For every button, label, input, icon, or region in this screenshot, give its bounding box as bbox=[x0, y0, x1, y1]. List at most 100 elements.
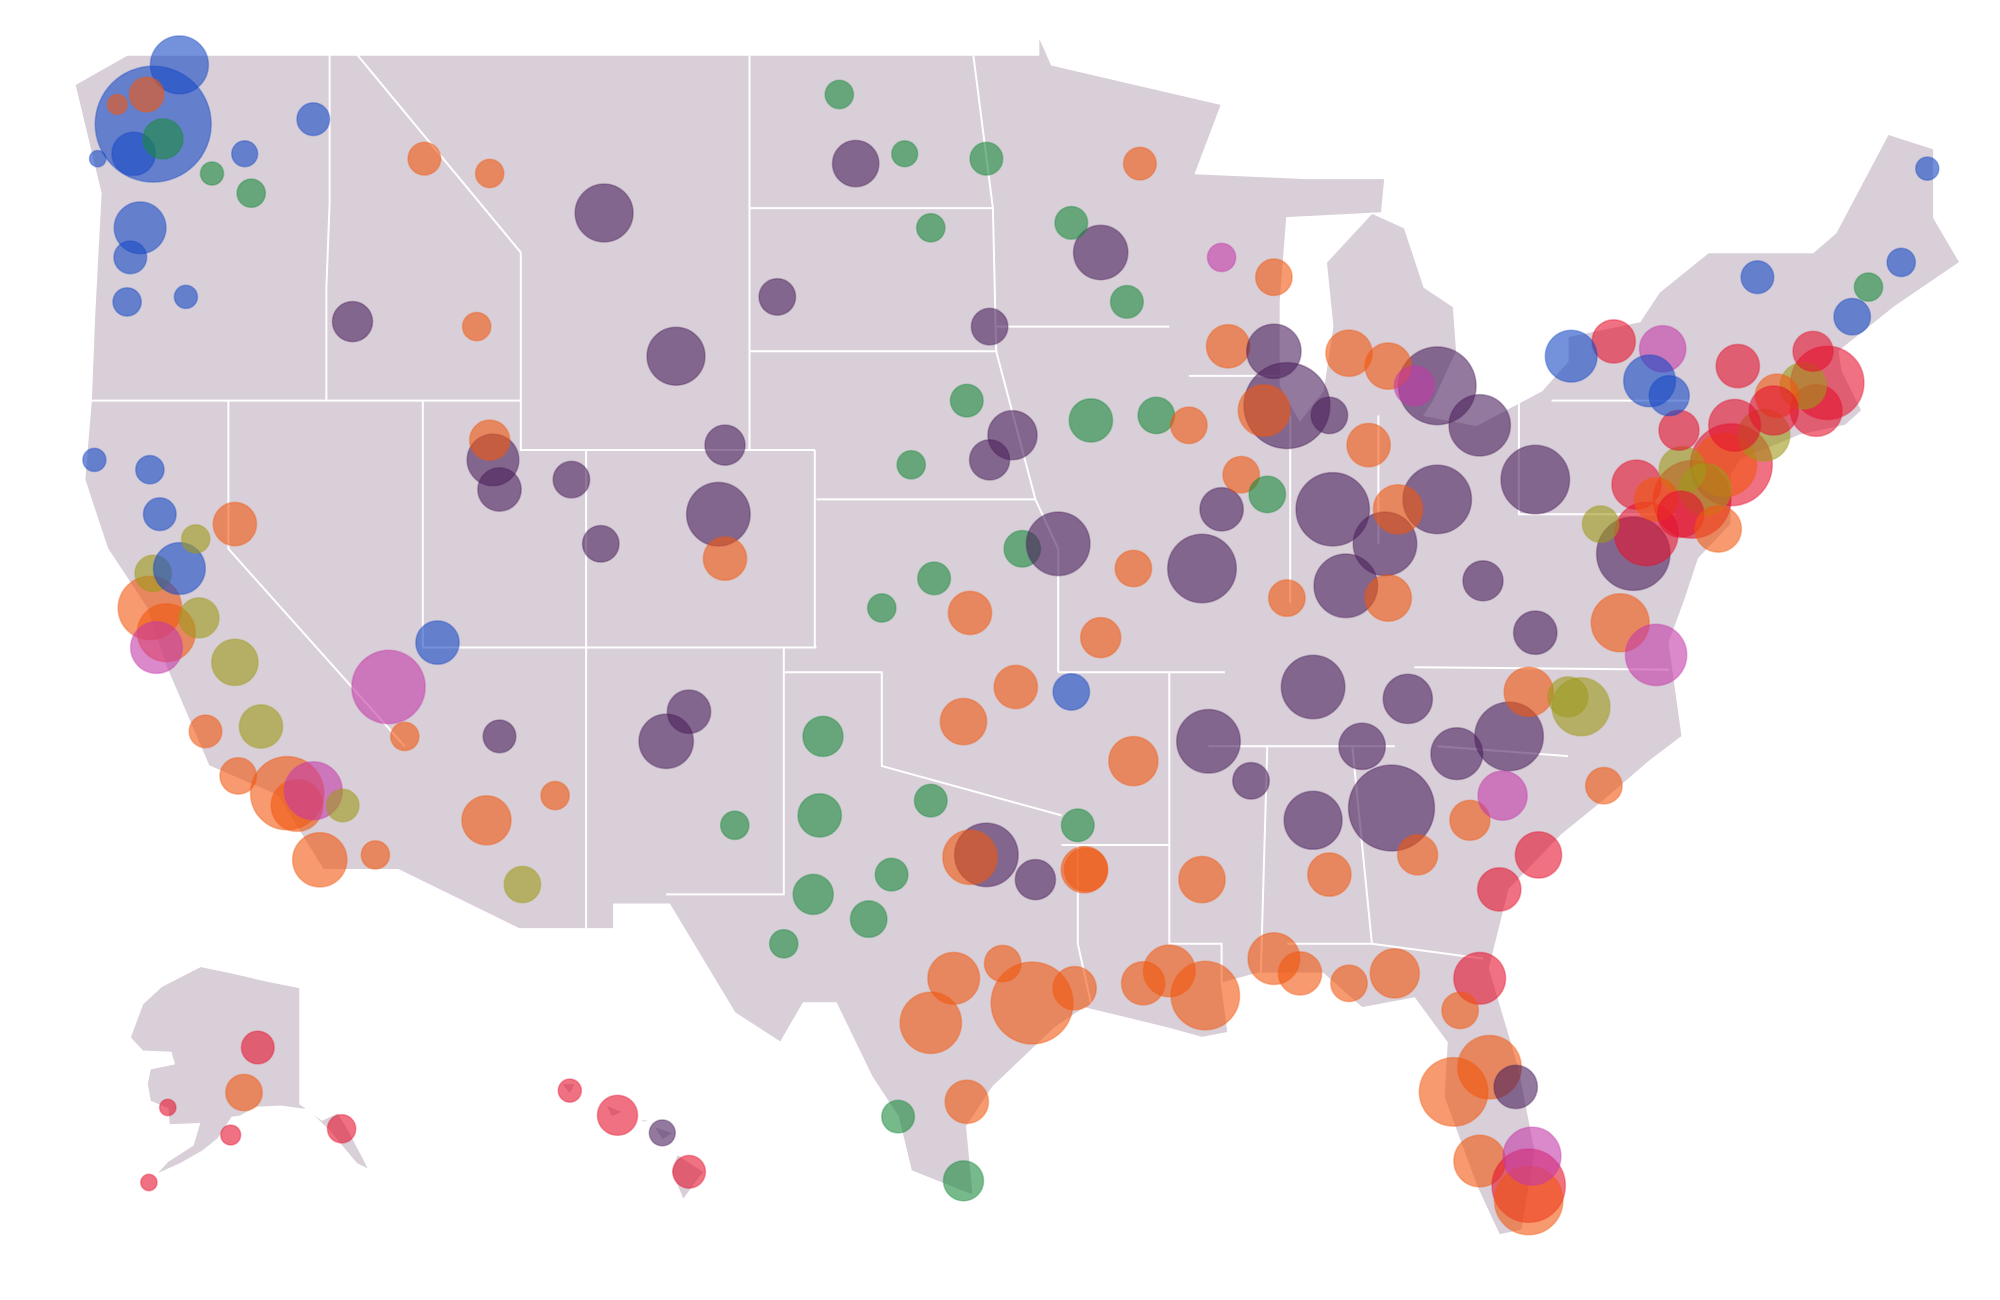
bubble bbox=[173, 284, 199, 310]
bubble bbox=[874, 857, 909, 892]
bubble bbox=[880, 1099, 916, 1134]
bubble bbox=[552, 460, 591, 499]
bubble bbox=[1014, 858, 1057, 901]
bubble bbox=[482, 719, 517, 754]
bubble bbox=[596, 1094, 639, 1137]
bubble bbox=[1544, 329, 1598, 383]
bubble bbox=[360, 839, 391, 870]
bubble bbox=[152, 541, 207, 596]
bubble bbox=[1715, 343, 1761, 389]
bubble bbox=[219, 1124, 242, 1146]
bubble bbox=[1441, 991, 1480, 1030]
bubble bbox=[896, 449, 927, 480]
bubble bbox=[1072, 224, 1129, 281]
state-border bbox=[1168, 672, 1223, 984]
bubble bbox=[238, 704, 284, 749]
bubble bbox=[1114, 549, 1153, 588]
bubble bbox=[1231, 761, 1271, 800]
bubble bbox=[1178, 855, 1226, 904]
bubble bbox=[947, 590, 993, 636]
state-border bbox=[325, 55, 331, 401]
bubble bbox=[88, 149, 107, 168]
bubble bbox=[913, 783, 948, 818]
bubble bbox=[890, 140, 919, 168]
bubble bbox=[758, 277, 797, 316]
bubble bbox=[461, 794, 512, 846]
bubble bbox=[1052, 965, 1098, 1011]
bubble bbox=[685, 481, 751, 547]
bubble bbox=[188, 714, 223, 749]
bubble bbox=[1453, 951, 1507, 1005]
bubble bbox=[142, 497, 177, 532]
bubble bbox=[1707, 398, 1762, 452]
bubble bbox=[1329, 964, 1369, 1003]
bubble bbox=[939, 697, 988, 746]
hawaii-island bbox=[635, 1118, 654, 1124]
bubble bbox=[1025, 511, 1091, 577]
bubble bbox=[702, 536, 748, 582]
bubble bbox=[212, 501, 258, 547]
bubble bbox=[219, 756, 258, 795]
bubble bbox=[1500, 444, 1571, 515]
bubble bbox=[1581, 505, 1620, 544]
bubble bbox=[461, 311, 492, 342]
bubble bbox=[1068, 397, 1114, 443]
state-border bbox=[1414, 666, 1670, 671]
bubble bbox=[1254, 258, 1293, 297]
bubble bbox=[158, 1098, 177, 1117]
bubble bbox=[474, 158, 505, 189]
bubble bbox=[331, 300, 374, 343]
bubble bbox=[1347, 764, 1436, 852]
bubble-layer bbox=[82, 35, 1940, 1236]
bubble bbox=[1169, 406, 1208, 445]
bubble bbox=[134, 454, 165, 485]
bubble bbox=[1170, 960, 1241, 1031]
bubble bbox=[1396, 834, 1439, 876]
bubble bbox=[1267, 579, 1306, 618]
bubble bbox=[671, 1154, 707, 1189]
bubble bbox=[942, 1159, 985, 1202]
bubble bbox=[915, 212, 946, 243]
bubble bbox=[1052, 672, 1091, 711]
bubble bbox=[1547, 676, 1589, 718]
bubble bbox=[1694, 505, 1743, 553]
alaska bbox=[129, 965, 371, 1176]
bubble bbox=[1369, 948, 1421, 999]
bubble bbox=[802, 715, 844, 758]
bubble bbox=[1120, 960, 1166, 1006]
bubble bbox=[503, 865, 542, 904]
bubble bbox=[128, 76, 165, 113]
bubble bbox=[389, 721, 420, 752]
bubble bbox=[1283, 790, 1343, 851]
bubble bbox=[326, 1113, 357, 1144]
bubble bbox=[1199, 486, 1245, 532]
bubble bbox=[1137, 396, 1176, 435]
bubble bbox=[199, 161, 225, 186]
bubble bbox=[1740, 260, 1775, 295]
bubble bbox=[666, 689, 712, 735]
bubble bbox=[899, 991, 963, 1055]
bubble bbox=[1502, 1126, 1562, 1186]
bubble bbox=[1295, 471, 1371, 547]
bubble bbox=[970, 307, 1009, 346]
bubble bbox=[1853, 272, 1884, 303]
bubble bbox=[969, 141, 1004, 176]
bubble bbox=[704, 424, 746, 466]
bubble bbox=[849, 900, 888, 939]
bubble bbox=[574, 183, 634, 243]
bubble bbox=[581, 524, 620, 563]
bubble bbox=[1222, 455, 1261, 494]
bubble bbox=[178, 597, 220, 639]
bubble bbox=[1306, 852, 1352, 898]
bubble bbox=[1462, 559, 1504, 602]
bubble bbox=[1584, 766, 1623, 805]
bubble bbox=[1338, 722, 1387, 771]
bubble bbox=[1833, 297, 1872, 336]
bubble bbox=[768, 928, 799, 959]
bubble bbox=[648, 1119, 677, 1147]
bubble bbox=[983, 944, 1022, 983]
state-border bbox=[666, 647, 785, 896]
bubble bbox=[1122, 146, 1158, 181]
